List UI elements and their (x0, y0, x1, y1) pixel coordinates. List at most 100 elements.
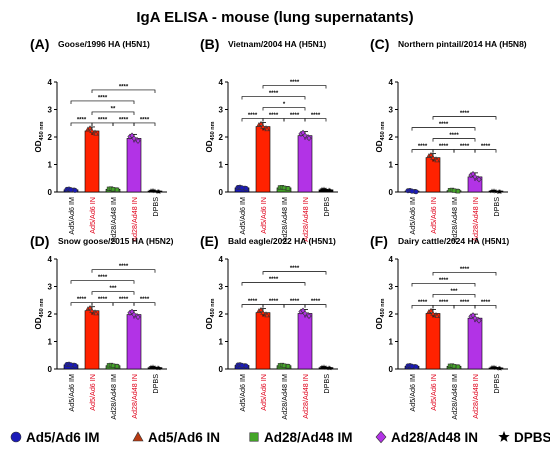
significance-label: **** (311, 113, 321, 119)
data-point (110, 363, 116, 368)
legend-item: Ad5/Ad6 IM (10, 430, 100, 445)
panel-title: Vietnam/2004 HA (H5N1) (228, 39, 326, 49)
data-point (455, 189, 461, 194)
data-point (428, 151, 434, 157)
panel-label: (D) (30, 233, 49, 249)
data-point (150, 187, 156, 193)
significance-bracket (304, 304, 327, 308)
y-axis-label-sub: 450 nm (210, 298, 216, 317)
y-tick-label: 1 (48, 161, 53, 170)
y-axis-label: OD450 nm (375, 298, 386, 329)
significance-label: **** (418, 300, 428, 306)
y-tick-label: 4 (389, 255, 394, 264)
significance-label: ** (111, 106, 116, 112)
y-axis-label-sub: 450 nm (380, 121, 386, 140)
significance-label: **** (439, 144, 449, 150)
significance-bracket (432, 294, 476, 298)
data-point (327, 365, 333, 371)
significance-label: * (283, 102, 286, 108)
significance-label: **** (98, 275, 108, 281)
legend-marker-triangle-icon (132, 431, 144, 442)
y-tick-label: 0 (389, 365, 394, 374)
data-point (321, 364, 327, 370)
data-point (87, 125, 93, 131)
y-tick-label: 2 (389, 133, 394, 142)
legend-marker-star-icon (498, 431, 510, 442)
data-point (413, 189, 419, 195)
y-tick-label: 3 (219, 106, 224, 115)
significance-label: **** (98, 297, 108, 303)
y-tick-label: 2 (219, 310, 224, 319)
x-tick-label: Ad28/Ad48 IN (301, 197, 310, 242)
significance-label: **** (439, 122, 449, 128)
y-tick-label: 2 (48, 133, 53, 142)
significance-bracket (133, 302, 156, 306)
data-point (302, 132, 308, 139)
significance-label: **** (119, 84, 129, 90)
x-tick-label: Ad28/Ad48 IM (280, 374, 289, 420)
bar (255, 312, 271, 370)
significance-label: **** (449, 133, 459, 139)
y-tick-label: 2 (389, 310, 394, 319)
data-point (319, 364, 325, 370)
significance-label: **** (290, 113, 300, 119)
data-point (135, 137, 141, 144)
x-tick-label: Ad28/Ad48 IM (280, 197, 289, 243)
significance-bracket (432, 138, 476, 142)
x-tick-label: Ad5/Ad6 IN (88, 197, 97, 234)
data-point (68, 187, 74, 193)
significance-label: **** (460, 267, 470, 273)
y-axis-label: OD450 nm (205, 298, 216, 329)
legend-label: Ad5/Ad6 IM (26, 430, 100, 445)
data-point (306, 312, 312, 319)
significance-label: **** (290, 266, 300, 272)
significance-label: *** (450, 289, 458, 295)
significance-label: **** (140, 297, 150, 303)
data-point (434, 157, 440, 163)
x-tick-label: Ad28/Ad48 IM (450, 374, 459, 420)
x-tick-label: Ad5/Ad6 IN (259, 197, 268, 234)
y-tick-label: 2 (219, 133, 224, 142)
data-point (323, 365, 329, 370)
bar (126, 314, 142, 370)
significance-bracket (262, 271, 327, 275)
panel-title: Bald eagle/2022 HA (H5N1) (228, 236, 336, 246)
bar (297, 135, 313, 193)
y-tick-label: 3 (389, 106, 394, 115)
y-tick-label: 0 (219, 188, 224, 197)
data-point (243, 363, 249, 369)
data-point (455, 364, 461, 369)
y-tick-label: 0 (48, 188, 53, 197)
data-point (428, 307, 434, 313)
y-axis-label: OD450 nm (34, 298, 45, 329)
bar (84, 130, 100, 193)
data-point (156, 365, 162, 371)
panel-title: Northern pintail/2014 HA (H5N8) (398, 39, 527, 49)
x-tick-label: DPBS (492, 374, 501, 394)
data-point (260, 123, 266, 129)
data-point (131, 135, 137, 142)
y-axis-label-main: OD (34, 140, 43, 152)
data-point (476, 176, 482, 183)
data-point (327, 187, 333, 193)
data-point (409, 363, 415, 369)
legend: Ad5/Ad6 IM Ad5/Ad6 IN Ad28/Ad48 IM Ad28/Ad4… (10, 430, 550, 445)
y-tick-label: 1 (219, 161, 224, 170)
data-point (239, 185, 245, 191)
significance-label: **** (269, 277, 279, 283)
data-point (148, 364, 154, 370)
x-tick-label: Ad5/Ad6 IN (259, 374, 268, 411)
significance-bracket (432, 116, 497, 120)
data-point (434, 313, 440, 319)
data-point (131, 311, 137, 318)
x-tick-label: Ad5/Ad6 IM (408, 197, 417, 235)
data-point (150, 364, 156, 370)
y-axis-label-sub: 450 nm (39, 121, 45, 140)
significance-label: *** (109, 286, 117, 292)
data-point (451, 188, 457, 193)
data-point (472, 173, 478, 180)
y-tick-label: 4 (219, 78, 224, 87)
data-point (89, 128, 95, 134)
data-point (409, 188, 415, 194)
